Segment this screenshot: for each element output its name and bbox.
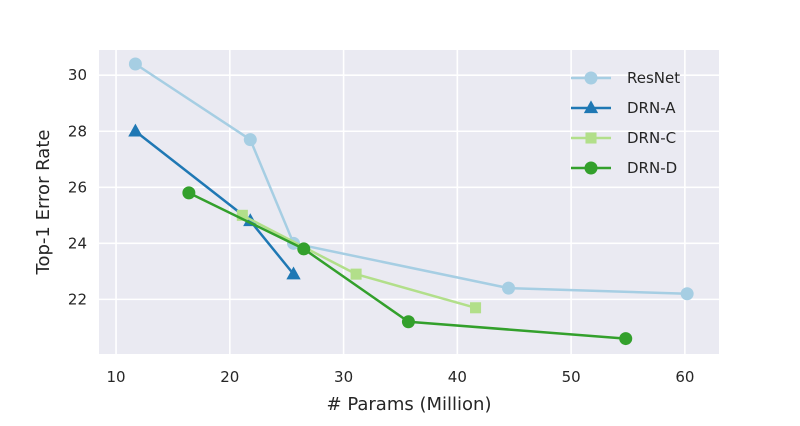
legend-swatch-marker [584,71,598,85]
data-point-resnet [502,281,516,295]
y-tick-label: 28 [68,122,87,140]
legend-item-drn-c: DRN-C [571,129,676,147]
data-point-resnet [680,287,694,301]
data-point-drn-d [401,315,415,329]
x-tick-label: 60 [675,368,694,386]
legend-label: DRN-D [627,159,677,177]
data-point-drn-c [470,302,482,314]
y-tick-label: 22 [68,290,87,308]
data-point-drn-d [182,186,196,200]
legend-label: DRN-A [627,99,676,117]
data-point-drn-c [350,268,362,280]
data-point-drn-d [297,242,311,256]
y-tick-labels: 22 24 26 28 30 [68,66,87,308]
series-group [128,57,694,346]
data-point-resnet [243,133,257,147]
legend-swatch-marker [584,161,598,175]
data-point-drn-a [286,266,301,280]
y-tick-label: 26 [68,178,87,196]
plot-background [99,50,719,354]
data-point-drn-c [236,209,248,221]
y-tick-label: 24 [68,234,87,252]
data-point-resnet [128,57,142,71]
legend-swatch-marker [583,100,599,114]
x-tick-label: 40 [448,368,467,386]
x-tick-label: 50 [562,368,581,386]
x-tick-labels: 10 20 30 40 50 60 [107,368,695,386]
x-tick-label: 20 [220,368,239,386]
data-point-drn-a [128,123,143,137]
legend-item-drn-a: DRN-A [571,99,676,117]
x-axis-title: # Params (Million) [327,394,492,415]
x-tick-label: 30 [334,368,353,386]
series-drn-d [182,186,633,346]
y-axis-title: Top-1 Error Rate [33,130,54,276]
series-line-drn-d [188,191,626,340]
legend: ResNet DRN-A DRN-C DRN-D [571,69,680,177]
data-point-drn-d [619,332,633,346]
x-tick-label: 10 [107,368,126,386]
legend-item-resnet: ResNet [571,69,680,87]
legend-label: ResNet [627,69,680,87]
series-drn-a [128,123,301,280]
series-drn-c [236,209,482,314]
grid-lines [99,50,719,354]
y-tick-label: 30 [68,66,87,84]
legend-label: DRN-C [627,129,676,147]
legend-swatch-marker [585,132,597,144]
legend-item-drn-d: DRN-D [571,159,677,177]
